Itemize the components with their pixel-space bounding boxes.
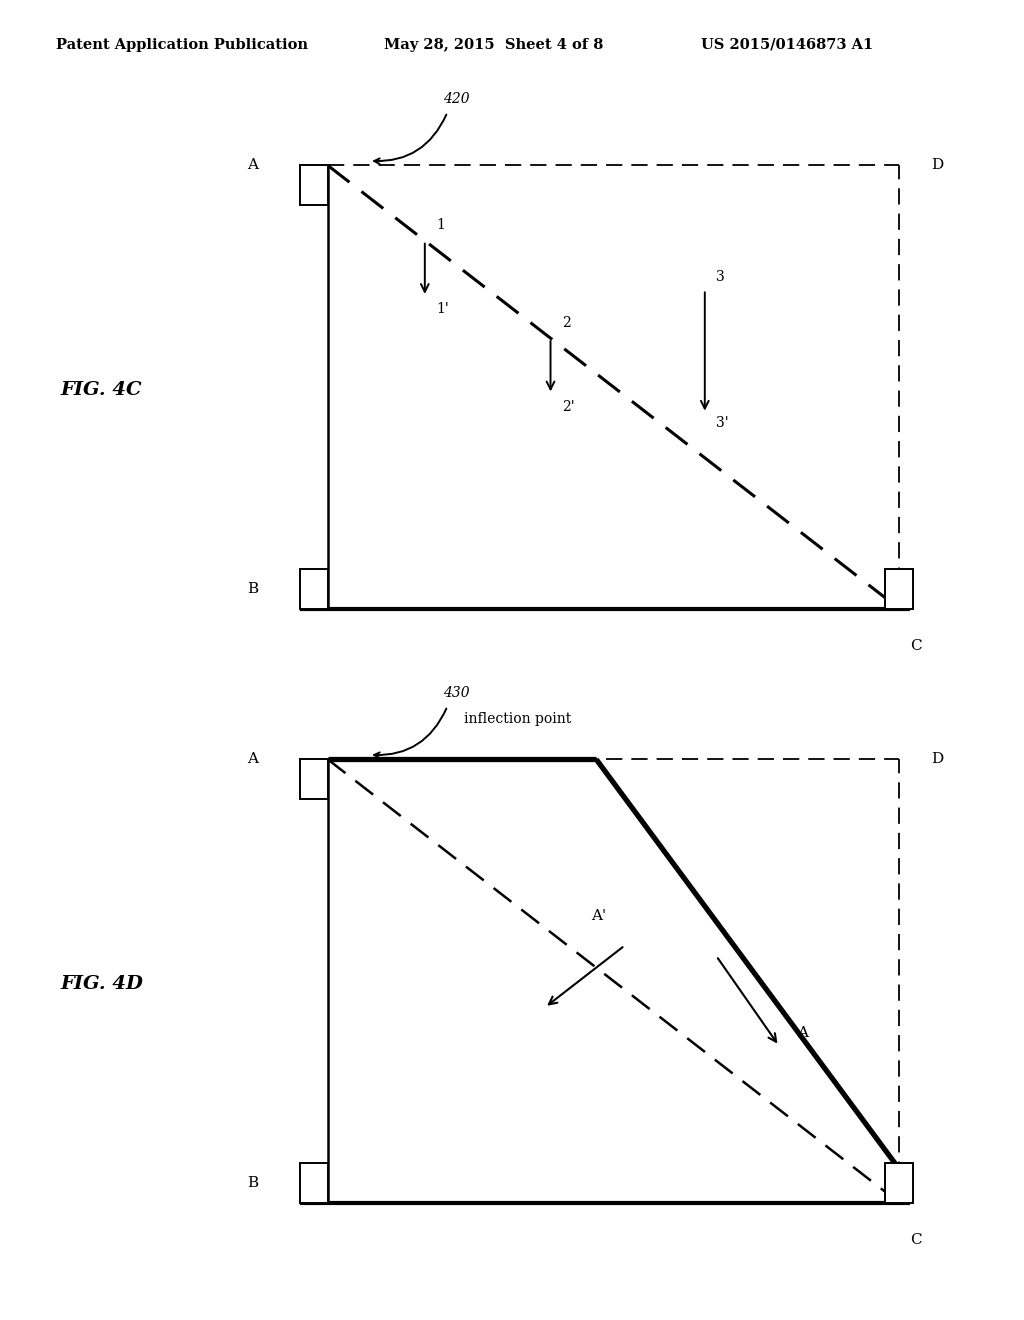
Text: 1: 1 xyxy=(436,218,444,232)
Bar xyxy=(300,1163,328,1203)
Text: C: C xyxy=(910,639,922,653)
Text: 2': 2' xyxy=(561,400,574,414)
Text: D: D xyxy=(932,752,943,767)
Text: A: A xyxy=(248,752,259,767)
Text: B: B xyxy=(248,1176,259,1189)
Text: 430: 430 xyxy=(442,686,470,701)
Text: inflection point: inflection point xyxy=(464,711,570,726)
Text: 420: 420 xyxy=(442,92,470,107)
Bar xyxy=(300,759,328,799)
Bar xyxy=(885,569,913,609)
Text: US 2015/0146873 A1: US 2015/0146873 A1 xyxy=(701,38,873,51)
Text: A: A xyxy=(798,1027,809,1040)
Text: A: A xyxy=(248,158,259,173)
Bar xyxy=(300,165,328,205)
Text: FIG. 4D: FIG. 4D xyxy=(60,974,143,993)
Bar xyxy=(885,1163,913,1203)
Text: C: C xyxy=(910,1233,922,1247)
Text: B: B xyxy=(248,582,259,595)
Text: A': A' xyxy=(591,909,606,923)
Text: 3': 3' xyxy=(716,416,728,430)
Text: 3: 3 xyxy=(716,269,725,284)
Text: FIG. 4C: FIG. 4C xyxy=(60,380,142,399)
Text: May 28, 2015  Sheet 4 of 8: May 28, 2015 Sheet 4 of 8 xyxy=(384,38,603,51)
Text: 2: 2 xyxy=(561,315,570,330)
Text: Patent Application Publication: Patent Application Publication xyxy=(56,38,308,51)
Bar xyxy=(300,569,328,609)
Text: 1': 1' xyxy=(436,302,449,317)
Text: D: D xyxy=(932,158,943,173)
